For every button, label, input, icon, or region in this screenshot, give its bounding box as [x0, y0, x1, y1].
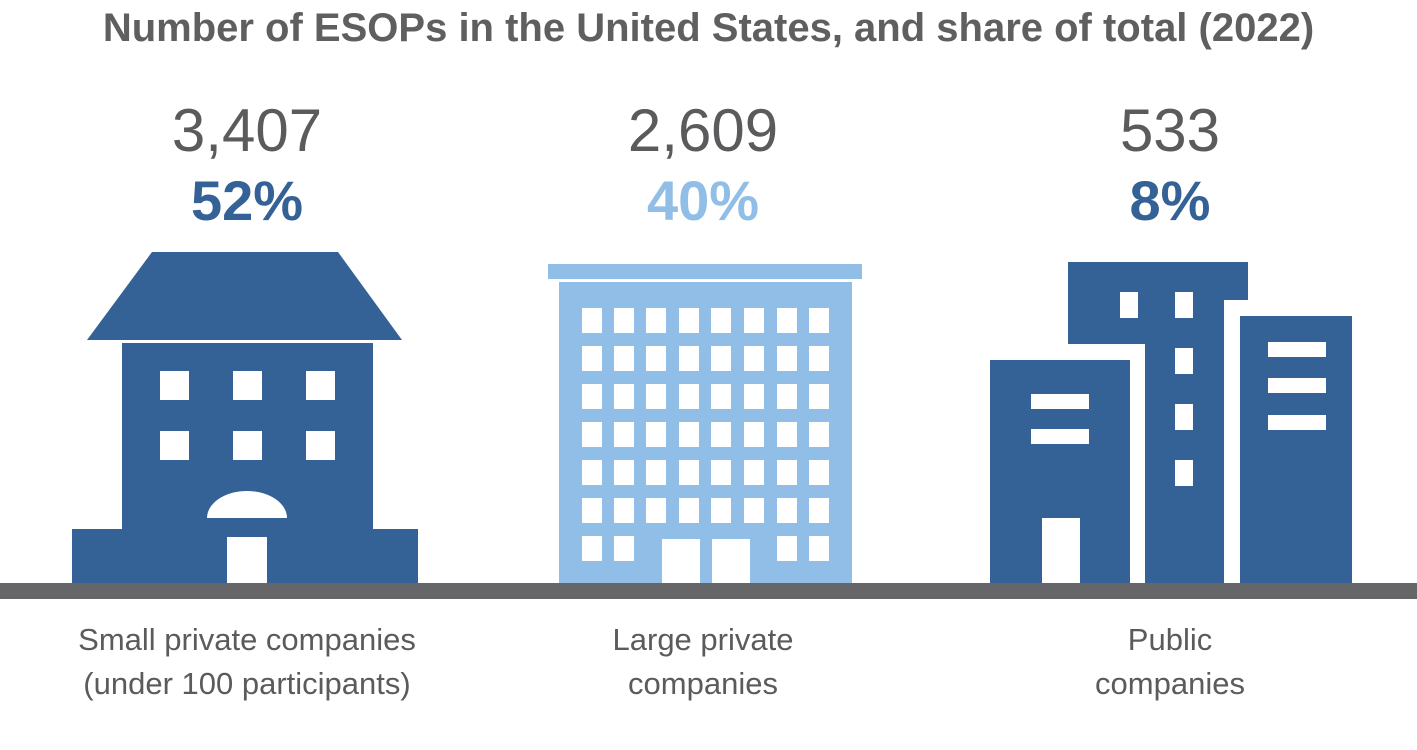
tower-window — [744, 498, 764, 523]
tower-window — [711, 498, 731, 523]
label-public-line1: Public — [1127, 622, 1213, 657]
tower-window — [777, 498, 797, 523]
share-large-private: 40% — [646, 169, 760, 232]
tower-window — [711, 460, 731, 485]
tower-window — [809, 384, 829, 409]
tower-window — [614, 384, 634, 409]
label-public: Public companies — [950, 618, 1390, 706]
tower-window — [646, 460, 666, 485]
office-tower-icon — [548, 264, 862, 586]
label-large-private: Large private companies — [483, 618, 923, 706]
count-large-private: 2,609 — [627, 97, 779, 164]
tower-window — [582, 422, 602, 447]
tower-window — [809, 346, 829, 371]
label-small-private-line1: Small private companies — [78, 622, 416, 657]
tower-window — [744, 308, 764, 333]
tower-window — [809, 460, 829, 485]
tower-window — [679, 346, 699, 371]
tower-window — [777, 536, 797, 561]
tower-window — [614, 460, 634, 485]
tower-window — [744, 422, 764, 447]
tower-window — [711, 346, 731, 371]
tower-window — [614, 498, 634, 523]
tower-window — [646, 308, 666, 333]
tower-window — [614, 308, 634, 333]
count-small-private: 3,407 — [171, 97, 323, 164]
share-small-private: 52% — [190, 169, 304, 232]
label-public-line2: companies — [1095, 666, 1245, 701]
chart-title: Number of ESOPs in the United States, an… — [102, 6, 1315, 50]
tower-window — [777, 308, 797, 333]
label-small-private-line2: (under 100 participants) — [83, 666, 411, 701]
tower-window — [614, 536, 634, 561]
ground-line — [0, 583, 1417, 599]
share-public: 8% — [1129, 169, 1211, 232]
tower-window — [679, 498, 699, 523]
tower-window — [582, 460, 602, 485]
tower-window — [646, 498, 666, 523]
tower-window — [679, 460, 699, 485]
tower-window — [582, 384, 602, 409]
label-small-private: Small private companies (under 100 parti… — [27, 618, 467, 706]
tower-window — [614, 346, 634, 371]
tower-window — [646, 422, 666, 447]
tower-window — [679, 384, 699, 409]
tower-window — [679, 422, 699, 447]
tower-window — [646, 346, 666, 371]
tower-window — [614, 422, 634, 447]
tower-window — [679, 308, 699, 333]
tower-window — [744, 346, 764, 371]
tower-window — [809, 536, 829, 561]
tower-window — [809, 498, 829, 523]
label-large-private-line1: Large private — [612, 622, 794, 657]
tower-window — [711, 308, 731, 333]
tower-window — [711, 384, 731, 409]
tower-window — [744, 384, 764, 409]
label-large-private-line2: companies — [628, 666, 778, 701]
tower-window — [582, 308, 602, 333]
tower-window — [711, 422, 731, 447]
count-public: 533 — [1119, 97, 1221, 164]
tower-window — [777, 384, 797, 409]
tower-window — [777, 422, 797, 447]
tower-window — [777, 460, 797, 485]
tower-window — [646, 384, 666, 409]
tower-window — [744, 460, 764, 485]
tower-window — [582, 536, 602, 561]
tower-window — [809, 422, 829, 447]
house-icon — [72, 252, 418, 587]
tower-window — [809, 308, 829, 333]
tower-window — [582, 346, 602, 371]
tower-window — [777, 346, 797, 371]
city-buildings-icon — [990, 262, 1352, 586]
tower-window — [582, 498, 602, 523]
